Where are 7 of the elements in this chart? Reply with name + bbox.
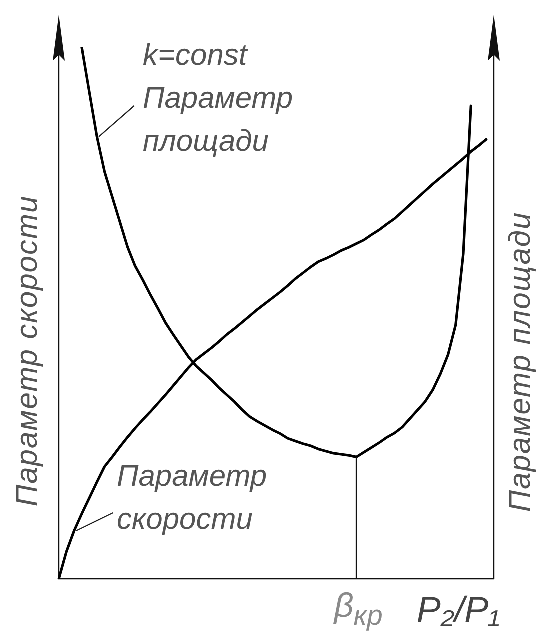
series-label: Параметр скорости (117, 459, 268, 538)
text: β$_{кр}$ (334, 587, 383, 632)
y2-axis-title: Параметр площади (504, 212, 537, 512)
annotation: k=const (143, 38, 248, 74)
y-axis-title: Параметр скорости (11, 195, 44, 507)
series-label: Параметр площади (143, 81, 294, 160)
x-axis-title: P₂/P₁ (416, 589, 500, 630)
